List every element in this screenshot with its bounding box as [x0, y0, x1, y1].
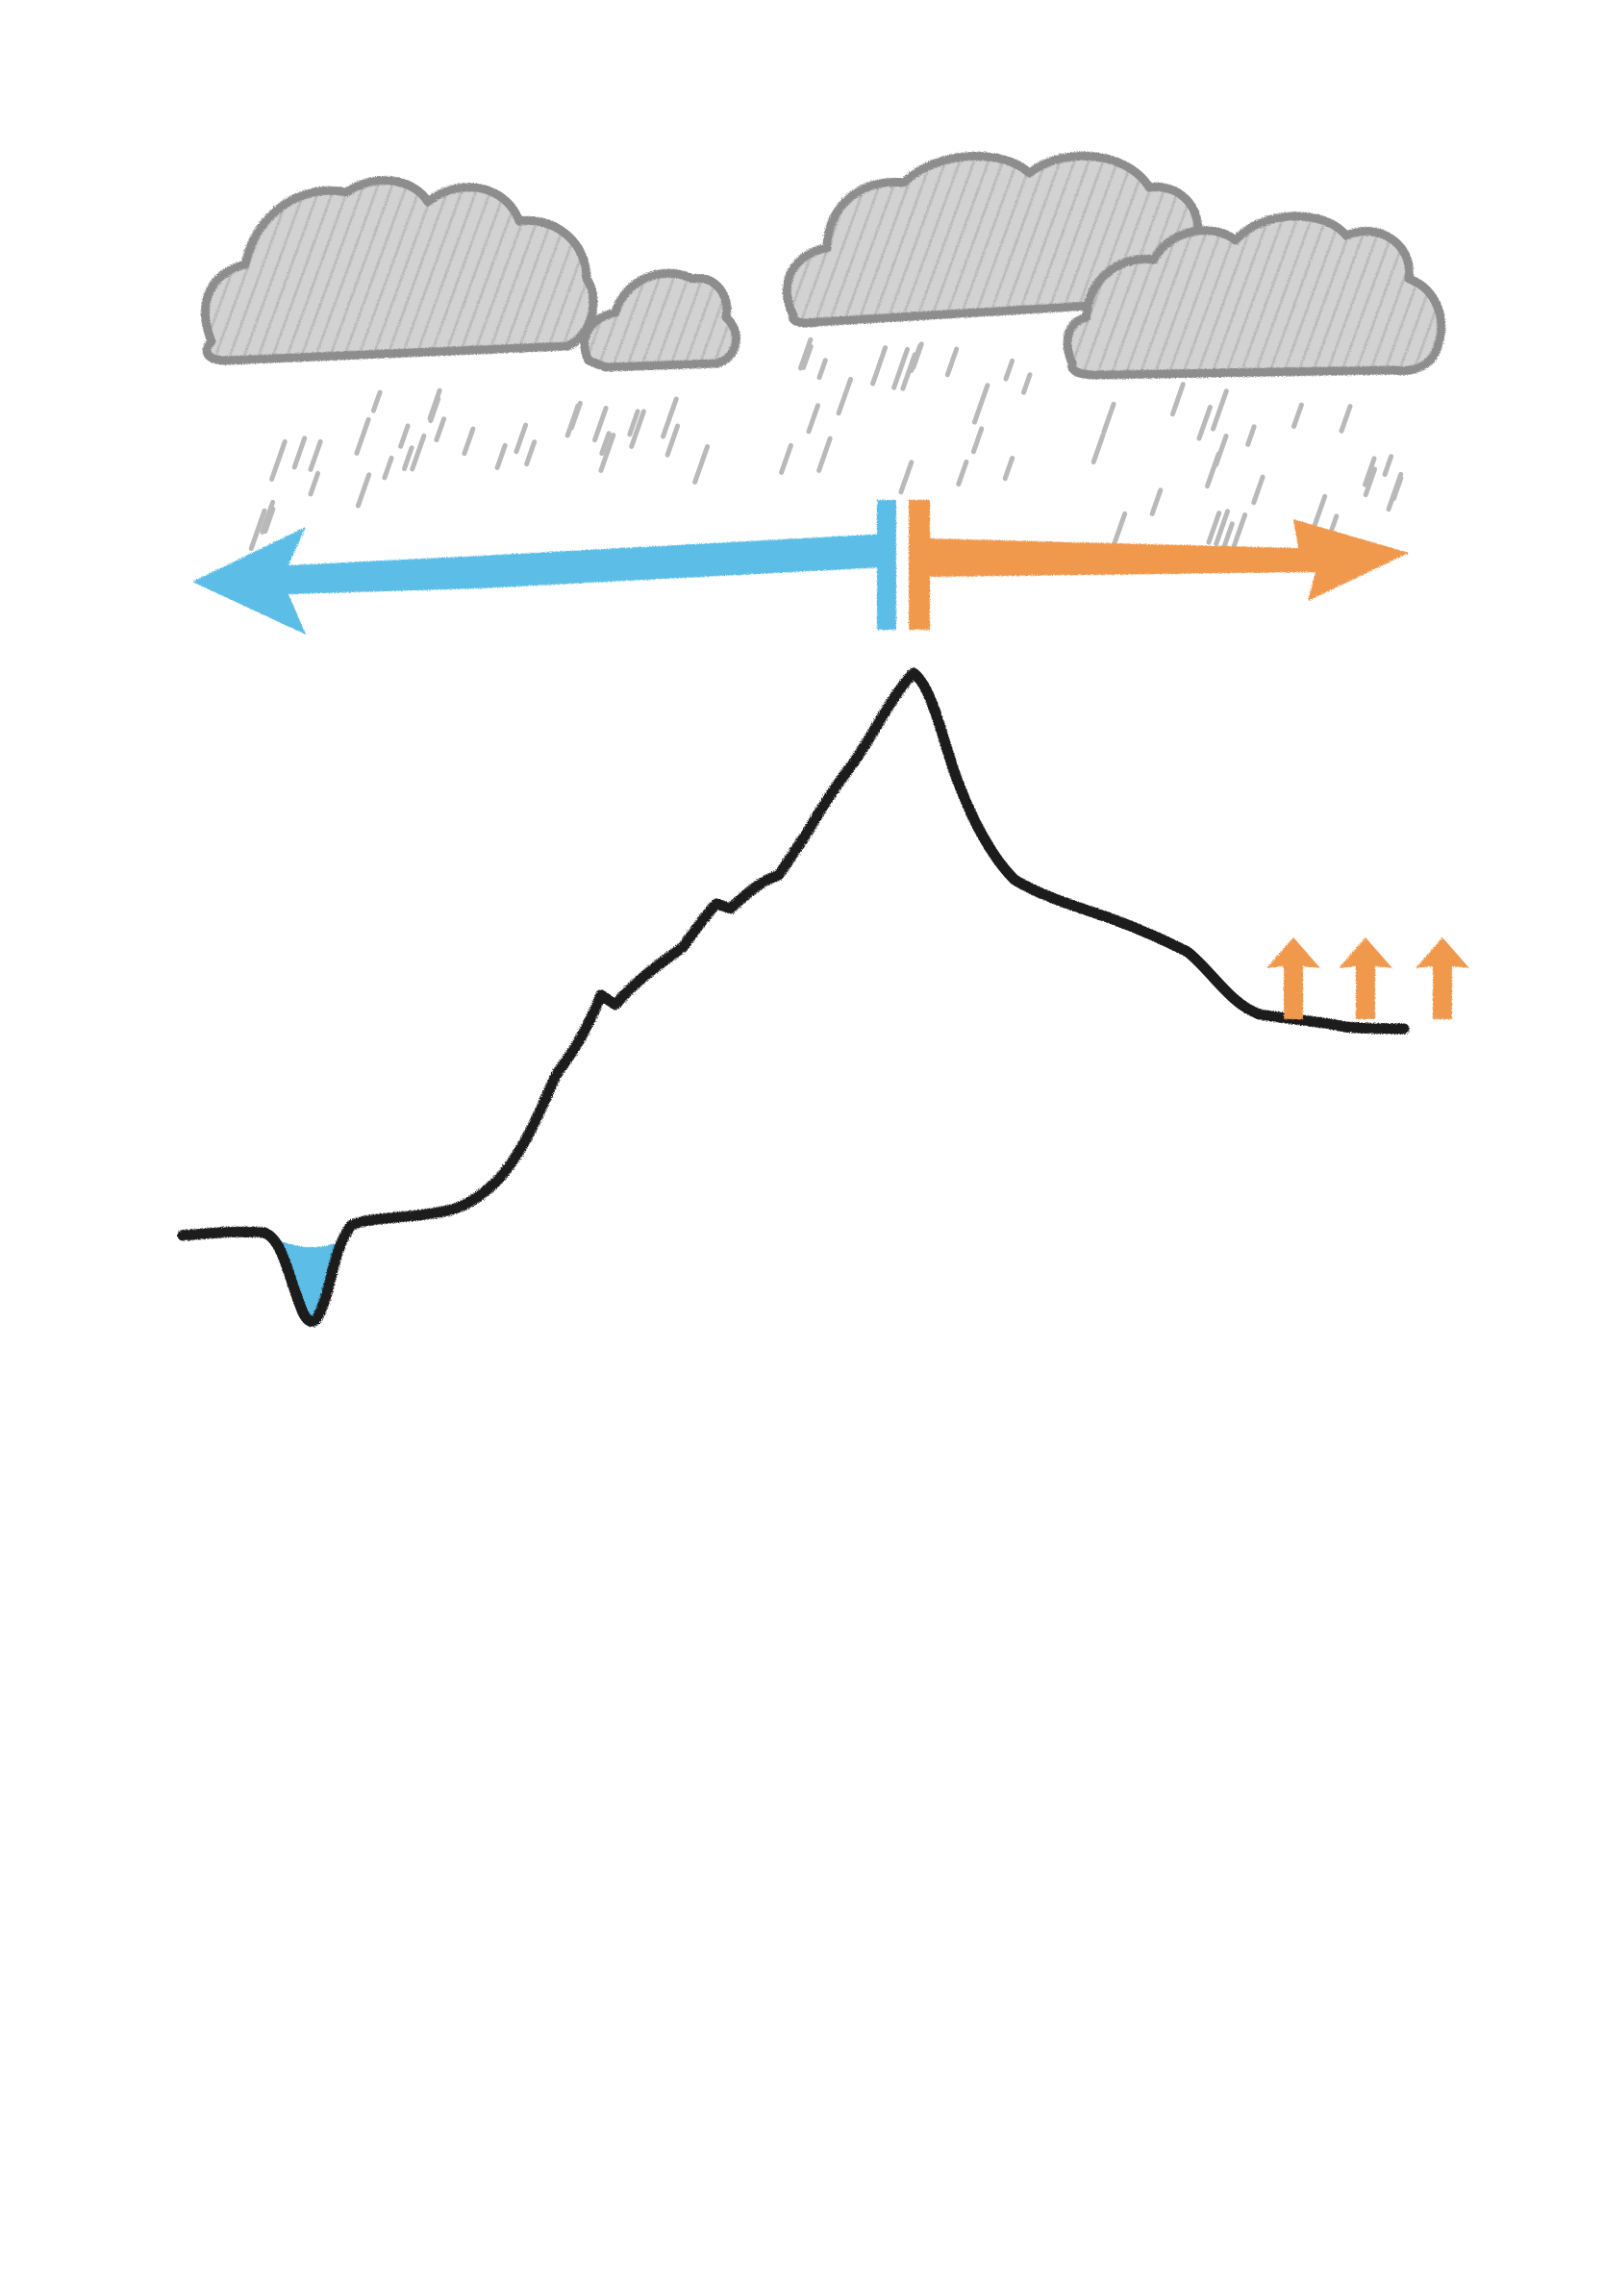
raindrop	[398, 423, 411, 449]
raindrop	[592, 406, 609, 443]
arrow-up-icon	[1266, 937, 1320, 1019]
raindrop	[1211, 388, 1229, 432]
raindrop	[664, 423, 681, 458]
raindrop	[354, 416, 371, 456]
rain-cloud-icon	[1063, 212, 1446, 380]
raindrop	[308, 438, 323, 472]
raindrop	[836, 376, 853, 416]
raindrop	[355, 472, 372, 509]
raindrop	[462, 426, 476, 457]
raindrop	[263, 506, 276, 535]
raindrop	[1090, 432, 1106, 464]
clouds-group	[200, 151, 1446, 380]
raindrop	[1363, 466, 1377, 498]
raindrop	[1111, 511, 1128, 548]
raindrop	[410, 433, 427, 472]
raindrop	[627, 409, 640, 437]
raindrop	[1003, 358, 1015, 382]
raindrop	[1251, 474, 1266, 506]
raindrop	[1245, 424, 1257, 447]
raindrop	[816, 436, 833, 473]
raindrop	[1382, 454, 1394, 477]
raindrop	[1205, 451, 1221, 489]
raindrop	[402, 445, 414, 471]
rain-streaks	[248, 337, 1404, 562]
raindrop	[891, 346, 910, 390]
raindrop	[598, 433, 616, 473]
raindrop	[308, 470, 320, 497]
raindrop	[971, 383, 990, 425]
raindrop	[370, 389, 383, 413]
water-pool-icon	[279, 1240, 338, 1322]
raindrop	[1339, 404, 1353, 434]
raindrop	[1002, 456, 1015, 482]
raindrop	[1021, 372, 1033, 395]
raindrop	[956, 459, 969, 487]
raindrop	[970, 426, 985, 455]
raindrop	[434, 416, 447, 442]
raindrop	[260, 499, 276, 535]
raindrop	[248, 508, 267, 551]
raindrop	[514, 422, 529, 455]
raindrop	[599, 431, 612, 457]
raindrop	[1206, 511, 1222, 545]
raindrop	[816, 358, 828, 381]
arrow-left-icon	[192, 500, 896, 635]
raindrop	[291, 436, 308, 470]
raindrop	[1363, 456, 1377, 487]
raindrop	[801, 343, 814, 370]
arrow-up-icon	[1339, 937, 1392, 1019]
arrow-right-icon	[909, 500, 1409, 630]
arrow-up-icon	[1416, 937, 1469, 1019]
raindrop	[1291, 402, 1304, 429]
raindrop	[1169, 382, 1186, 417]
raindrop	[779, 442, 793, 475]
raindrop	[428, 396, 441, 424]
raindrop	[1313, 493, 1328, 527]
raindrop	[1231, 512, 1248, 549]
raindrop	[382, 455, 394, 481]
raindrop	[1214, 509, 1230, 547]
raindrop	[898, 460, 915, 495]
raindrop	[1149, 487, 1164, 516]
raindrop	[798, 337, 814, 371]
raindrop	[944, 346, 960, 378]
raindrop	[870, 345, 889, 387]
raindrop	[661, 396, 679, 439]
terrain-profile	[177, 667, 1410, 1327]
raindrop	[494, 442, 508, 470]
raindrop	[524, 439, 538, 467]
raindrop	[1101, 401, 1116, 435]
raindrop	[269, 438, 288, 482]
raindrop	[692, 444, 711, 485]
raindrop	[1196, 405, 1213, 441]
raindrop	[1391, 475, 1404, 501]
raindrop	[806, 403, 820, 435]
raindrop	[629, 409, 646, 449]
raindrop	[909, 343, 923, 373]
raindrop	[564, 403, 581, 438]
rising-air-arrows	[1266, 937, 1469, 1019]
rain-cloud-icon	[200, 176, 598, 365]
rain-cloud-icon	[580, 268, 740, 372]
